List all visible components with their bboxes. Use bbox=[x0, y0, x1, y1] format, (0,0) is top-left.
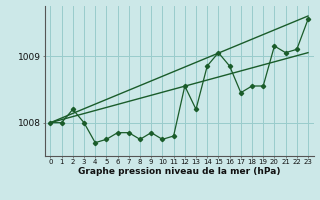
X-axis label: Graphe pression niveau de la mer (hPa): Graphe pression niveau de la mer (hPa) bbox=[78, 167, 280, 176]
